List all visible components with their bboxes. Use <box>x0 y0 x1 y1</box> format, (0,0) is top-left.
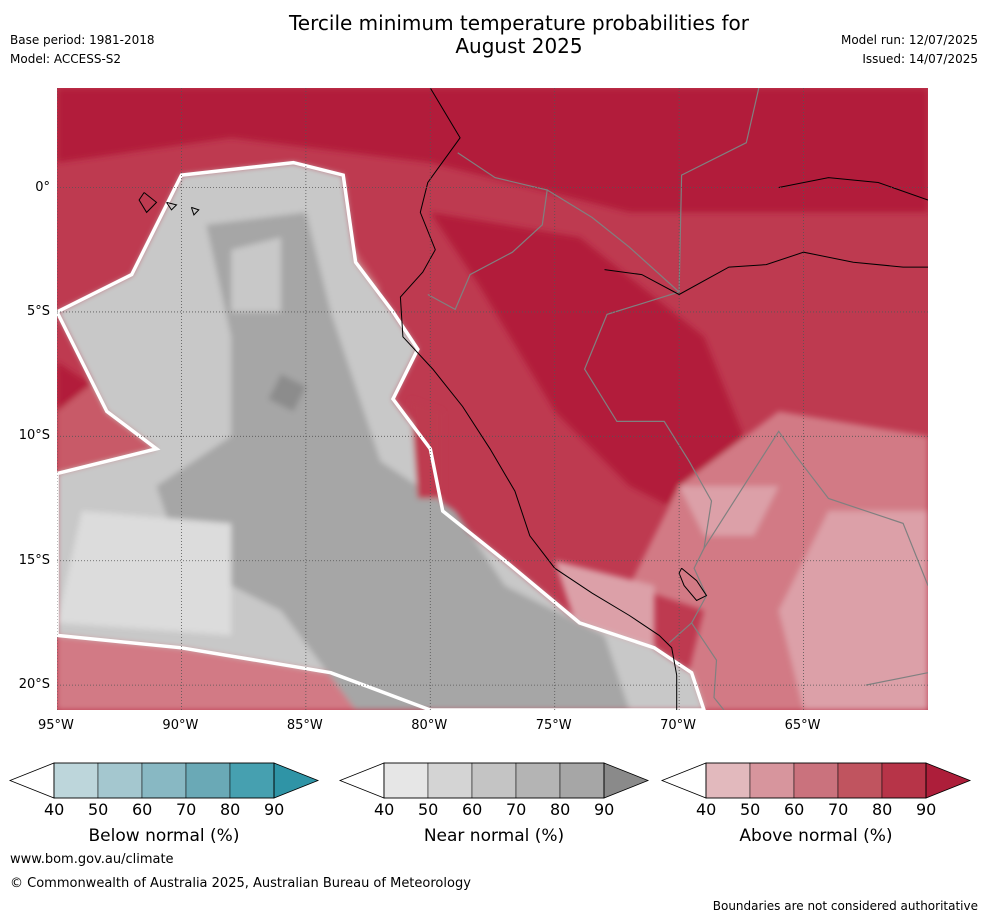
lon-tick-label: 75°W <box>535 718 572 733</box>
colorbar-segment <box>705 762 751 799</box>
colorbar-segment <box>559 762 605 799</box>
colorbar-tick-label: 80 <box>550 800 571 819</box>
colorbars <box>8 762 972 799</box>
colorbar-tick-label: 60 <box>462 800 483 819</box>
lon-tick-label: 85°W <box>286 718 323 733</box>
colorbar-frame <box>383 762 605 799</box>
base-period-label: Base period: 1981-2018 <box>10 33 155 47</box>
colorbar-segment <box>793 762 839 799</box>
colorbar-tick-label: 70 <box>176 800 197 819</box>
colorbar-segment <box>383 762 429 799</box>
chart-title: Tercile minimum temperature probabilitie… <box>194 12 844 58</box>
website-label: www.bom.gov.au/climate <box>10 852 174 867</box>
border-bolivia-brazil <box>703 430 928 586</box>
colorbar-high-extend <box>925 762 972 799</box>
galapagos-islands <box>138 192 200 216</box>
border-bolivia-chile <box>691 622 725 710</box>
colorbar-title: Near normal (%) <box>423 826 565 846</box>
colorbar-tick-label: 90 <box>916 800 937 819</box>
near-normal-boundary <box>57 160 706 710</box>
lon-tick-label: 80°W <box>411 718 448 733</box>
colorbar-tick-label: 40 <box>44 800 65 819</box>
colorbar-segment <box>881 762 927 799</box>
colorbar-high-extend <box>603 762 650 799</box>
colorbar-tick-label: 80 <box>872 800 893 819</box>
lat-tick-label: 10°S <box>18 428 50 444</box>
colorbar-segment <box>185 762 231 799</box>
colorbar-tick-label: 50 <box>88 800 109 819</box>
model-run-label: Model run: 12/07/2025 <box>840 33 978 47</box>
colorbar-high-extend <box>273 762 320 799</box>
colorbar-tick-label: 60 <box>784 800 805 819</box>
colorbar-tick-label: 50 <box>740 800 761 819</box>
colorbar-low-extend <box>660 762 707 799</box>
near-light-patch <box>231 237 281 312</box>
colorbar-low-extend <box>338 762 385 799</box>
lat-tick-label: 20°S <box>18 677 50 693</box>
border-ecuador <box>427 152 548 311</box>
amazon-river <box>604 177 928 296</box>
above-60-south-ocean <box>57 635 431 710</box>
coastline <box>399 88 678 710</box>
issued-label: Issued: 14/07/2025 <box>862 52 978 66</box>
border-peru <box>546 189 713 644</box>
colorbar-segment <box>97 762 143 799</box>
colorbar-frame <box>53 762 275 799</box>
colorbar-tick-label: 50 <box>418 800 439 819</box>
colorbar-frame <box>705 762 927 799</box>
colorbar-segment <box>427 762 473 799</box>
colorbar-segment <box>471 762 517 799</box>
model-label: Model: ACCESS-S2 <box>10 52 122 66</box>
colorbar-tick-label: 90 <box>594 800 615 819</box>
border-paraguay <box>865 672 928 686</box>
colorbar-tick-label: 60 <box>132 800 153 819</box>
colorbar-tick-label: 90 <box>264 800 285 819</box>
colorbar-tick-label: 70 <box>506 800 527 819</box>
above-90-north <box>57 88 928 213</box>
gridlines <box>57 88 928 710</box>
map-field <box>57 88 928 710</box>
lat-tick-label: 0° <box>35 179 50 195</box>
colorbar-tick-label: 40 <box>374 800 395 819</box>
colorbar-segment <box>229 762 275 799</box>
above-50-bolivia <box>679 486 779 536</box>
colorbar-title: Above normal (%) <box>739 826 893 846</box>
colorbar-tick-label: 80 <box>220 800 241 819</box>
colorbar-segment <box>515 762 561 799</box>
lon-tick-label: 90°W <box>162 718 199 733</box>
lat-tick-label: 15°S <box>18 552 50 568</box>
colorbar-segment <box>749 762 795 799</box>
copyright-label: © Commonwealth of Australia 2025, Austra… <box>10 876 471 891</box>
colorbar-tick-label: 70 <box>828 800 849 819</box>
lat-tick-label: 5°S <box>26 303 50 319</box>
lon-tick-label: 65°W <box>784 718 821 733</box>
colorbar-segment <box>837 762 883 799</box>
colorbar-low-extend <box>8 762 55 799</box>
colorbar-segment <box>141 762 187 799</box>
lon-tick-label: 95°W <box>38 718 74 733</box>
disclaimer-label: Boundaries are not considered authoritat… <box>712 899 978 913</box>
chart-title-line2: August 2025 <box>455 34 583 58</box>
near-lighter-west <box>57 511 232 636</box>
lake-titicaca <box>678 567 708 602</box>
near-normal-core <box>156 212 630 710</box>
country-borders <box>427 88 928 710</box>
colorbar-segment <box>53 762 99 799</box>
chart-title-line1: Tercile minimum temperature probabilitie… <box>288 11 750 35</box>
colorbar-tick-label: 40 <box>696 800 717 819</box>
colorbar-title: Below normal (%) <box>88 826 240 846</box>
near-dark-patch <box>268 374 306 412</box>
lon-tick-label: 70°W <box>660 718 697 733</box>
border-colombia-brazil <box>678 88 760 293</box>
